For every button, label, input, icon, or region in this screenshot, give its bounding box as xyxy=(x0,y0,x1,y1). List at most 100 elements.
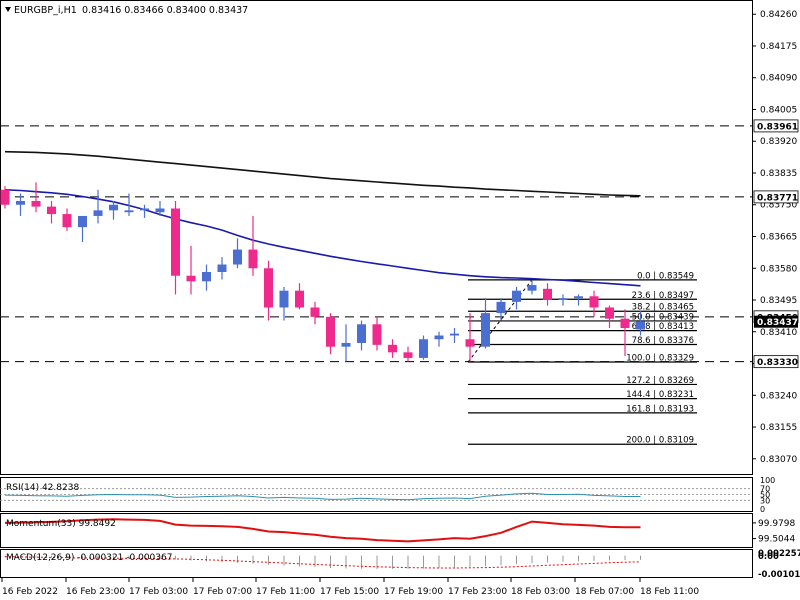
candle[interactable] xyxy=(47,201,56,224)
collapse-triangle-icon[interactable] xyxy=(5,7,11,12)
ma-slow-line[interactable] xyxy=(4,150,641,197)
candle[interactable] xyxy=(527,279,537,295)
candle[interactable] xyxy=(217,257,227,280)
macd-label: MACD(12,26,9) -0.000321 -0.000367 xyxy=(6,553,172,563)
level-price-box xyxy=(753,119,799,133)
y-tick-label: 0.84175 xyxy=(760,42,797,52)
current-price-label: 0.83437 xyxy=(757,318,798,328)
candle[interactable] xyxy=(465,313,475,362)
y-tick-label: 0.83750 xyxy=(760,201,797,211)
macd-tick-label: -0.001014 xyxy=(758,570,800,580)
candle-body xyxy=(16,201,25,205)
candle[interactable] xyxy=(574,294,583,306)
candle[interactable] xyxy=(357,320,366,351)
candle[interactable] xyxy=(620,309,630,357)
momentum-line[interactable] xyxy=(4,518,641,543)
candle[interactable] xyxy=(605,305,614,329)
candle-body xyxy=(217,264,227,272)
candle-body xyxy=(465,339,475,347)
candle[interactable] xyxy=(279,286,289,321)
candle-body xyxy=(186,275,196,282)
candle[interactable] xyxy=(78,215,87,243)
candle[interactable] xyxy=(372,316,382,351)
candle-body xyxy=(248,249,258,269)
candle[interactable] xyxy=(233,238,242,269)
y-tick-label: 0.83070 xyxy=(760,455,797,465)
fib-level-label: 161.8 | 0.83193 xyxy=(626,404,694,414)
fib-level-label: 23.6 | 0.83497 xyxy=(632,291,694,301)
candle[interactable] xyxy=(62,208,72,231)
candle[interactable] xyxy=(248,215,258,276)
candle[interactable] xyxy=(434,331,444,347)
candle[interactable] xyxy=(264,260,273,321)
candle-body xyxy=(140,208,149,211)
candle-body xyxy=(512,290,521,302)
candle[interactable] xyxy=(512,286,521,310)
fib-level-label: 200.0 | 0.83109 xyxy=(626,436,694,446)
candle-body xyxy=(481,313,490,347)
candle[interactable] xyxy=(16,193,25,216)
candle-body xyxy=(434,335,444,340)
fib-trend-line[interactable] xyxy=(467,279,533,363)
candle[interactable] xyxy=(155,201,165,216)
candle[interactable] xyxy=(403,346,413,362)
candle-body xyxy=(419,339,428,358)
ma-fast-line[interactable] xyxy=(4,189,641,287)
y-tick-label: 0.84260 xyxy=(760,10,797,20)
candle[interactable] xyxy=(186,245,196,295)
candle-body xyxy=(496,301,506,314)
macd-tick-label: 0.00 xyxy=(758,552,779,562)
fib-level-label: 78.6 | 0.83376 xyxy=(632,336,694,346)
macd-tick-label: 0.002257 xyxy=(758,549,800,559)
rsi-line[interactable] xyxy=(4,492,641,501)
candle-body xyxy=(202,271,211,282)
candle[interactable] xyxy=(310,301,320,325)
y-tick-label: 0.83835 xyxy=(760,169,797,179)
candle[interactable] xyxy=(388,339,397,358)
candle-body xyxy=(31,201,41,207)
candle[interactable] xyxy=(140,204,149,218)
macd-signal-line[interactable] xyxy=(4,556,641,569)
fib-level-label: 144.4 | 0.83231 xyxy=(626,390,694,400)
candle[interactable] xyxy=(93,189,103,224)
y-tick-label: 0.83920 xyxy=(760,137,797,147)
candle-body xyxy=(233,249,242,265)
candle[interactable] xyxy=(481,298,490,349)
candle[interactable] xyxy=(341,324,351,362)
candle[interactable] xyxy=(171,201,180,295)
candle-body xyxy=(78,215,87,228)
candle[interactable] xyxy=(589,290,599,317)
candle[interactable] xyxy=(636,310,645,336)
candle-body xyxy=(543,288,552,301)
candle[interactable] xyxy=(326,313,335,355)
candle-body xyxy=(527,285,537,291)
candle[interactable] xyxy=(558,294,568,306)
candle[interactable] xyxy=(295,283,304,310)
main-pane[interactable] xyxy=(0,0,753,475)
level-price-label: 0.83961 xyxy=(757,122,798,132)
x-tick-label: 18 Feb 07:00 xyxy=(575,587,634,597)
candle[interactable] xyxy=(124,193,134,216)
candle[interactable] xyxy=(109,201,118,220)
fib-level-label: 127.2 | 0.83269 xyxy=(626,376,694,386)
rsi-tick-label: 70 xyxy=(760,485,770,494)
candle-body xyxy=(310,307,320,317)
x-tick-label: 17 Feb 23:00 xyxy=(448,587,507,597)
fib-level-label: 50.0 | 0.83439 xyxy=(632,312,694,322)
fib-level-label: 100.0 | 0.83329 xyxy=(626,354,694,364)
candle-body xyxy=(171,208,180,276)
y-tick-label: 0.84090 xyxy=(760,74,797,84)
candle[interactable] xyxy=(202,264,211,291)
candle[interactable] xyxy=(31,182,41,213)
momentum-label: Momentum(33) 99.8492 xyxy=(6,519,116,529)
y-tick-label: 0.83240 xyxy=(760,391,797,401)
x-tick-label: 17 Feb 15:00 xyxy=(320,587,379,597)
candle-body xyxy=(264,268,273,308)
candle-body xyxy=(450,333,459,336)
candle[interactable] xyxy=(450,328,459,343)
candle[interactable] xyxy=(543,283,552,306)
candle[interactable] xyxy=(0,186,10,209)
candle[interactable] xyxy=(496,298,506,321)
candle[interactable] xyxy=(419,335,428,360)
